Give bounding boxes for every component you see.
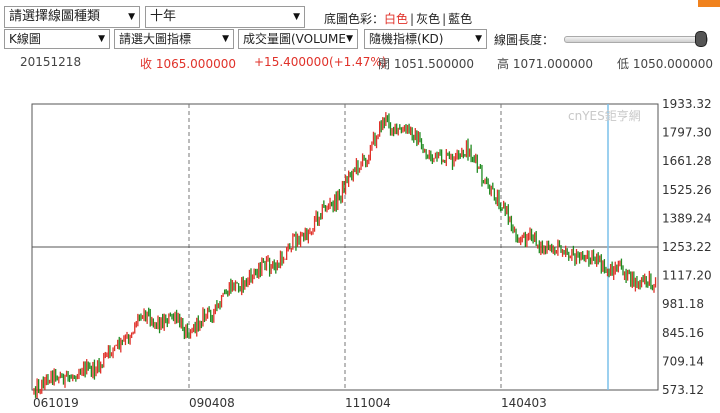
volume-chart-value: 成交量圖(VOLUME	[243, 32, 346, 46]
bg-color-group: 底圖色彩：白色 | 灰色 | 藍色	[324, 10, 472, 27]
x-tick-label: 140403	[501, 396, 547, 410]
x-tick-label: 111004	[345, 396, 391, 410]
chevron-down-icon: ▼	[222, 34, 229, 44]
corner-tab[interactable]	[698, 0, 720, 7]
quote-change: +15.400000(+1.47%)	[254, 55, 387, 69]
quote-low: 低 1050.000000	[617, 57, 713, 71]
separator: |	[410, 12, 415, 26]
bg-color-label: 底圖色彩：	[324, 12, 385, 26]
bg-color-white[interactable]: 白色	[384, 12, 409, 26]
toolbar-row-1: 請選擇線圖種類 ▼ 十年 ▼ 底圖色彩：白色 | 灰色 | 藍色	[0, 6, 720, 28]
y-tick-label: 1117.20	[662, 269, 712, 283]
bg-color-blue[interactable]: 藍色	[448, 12, 473, 26]
chevron-down-icon: ▼	[293, 12, 300, 22]
grid-layer	[32, 104, 658, 390]
random-indicator-value: 隨機指標(KD)	[369, 32, 444, 46]
y-tick-label: 845.16	[662, 326, 704, 340]
random-indicator-select[interactable]: 隨機指標(KD) ▼	[364, 29, 487, 49]
x-tick-label: 090408	[189, 396, 235, 410]
y-tick-label: 981.18	[662, 297, 704, 311]
bg-color-gray[interactable]: 灰色	[416, 12, 441, 26]
y-tick-label: 573.12	[662, 383, 704, 397]
y-axis: 1933.32 1797.30 1661.28 1525.26 1389.24 1253.…	[662, 97, 712, 397]
quote-high: 高 1071.000000	[497, 57, 593, 71]
period-select[interactable]: 十年 ▼	[145, 6, 305, 28]
line-length-slider[interactable]	[564, 36, 708, 43]
x-tick-label: 061019	[33, 396, 79, 410]
x-axis: 061019 090408 111004 140403	[33, 396, 547, 410]
price-chart[interactable]: cnYES鉅亨網 1933.32 1797.30 1661.28 1525.26 138…	[0, 90, 720, 413]
y-tick-label: 709.14	[662, 354, 704, 368]
y-tick-label: 1525.26	[662, 183, 712, 197]
y-tick-label: 1661.28	[662, 154, 712, 168]
chevron-down-icon: ▼	[128, 12, 135, 22]
toolbar-row-2: K線圖 ▼ 請選大圖指標 ▼ 成交量圖(VOLUME ▼ 隨機指標(KD) ▼ …	[0, 29, 720, 49]
main-indicator-value: 請選大圖指標	[119, 32, 192, 46]
main-indicator-select[interactable]: 請選大圖指標 ▼	[114, 29, 234, 49]
chevron-down-icon: ▼	[346, 34, 353, 44]
quote-close: 收 1065.000000	[140, 57, 236, 71]
chart-type-select[interactable]: 請選擇線圖種類 ▼	[4, 6, 140, 28]
chevron-down-icon: ▼	[98, 34, 105, 44]
watermark: cnYES鉅亨網	[568, 108, 641, 123]
line-length-slider-thumb[interactable]	[695, 31, 707, 47]
candle-layer	[33, 112, 657, 399]
chart-type-value: 請選擇線圖種類	[9, 9, 101, 24]
y-tick-label: 1389.24	[662, 211, 712, 225]
volume-chart-select[interactable]: 成交量圖(VOLUME ▼	[238, 29, 358, 49]
y-tick-label: 1253.22	[662, 240, 712, 254]
quote-open: 開 1051.500000	[378, 57, 474, 71]
quote-bar: 20151218 收 1065.000000 +15.400000(+1.47%…	[0, 55, 720, 71]
quote-date: 20151218	[20, 55, 82, 69]
separator: |	[442, 12, 447, 26]
y-tick-label: 1797.30	[662, 126, 712, 140]
period-value: 十年	[150, 9, 177, 24]
chevron-down-icon: ▼	[475, 34, 482, 44]
line-length-label: 線圖長度：	[494, 33, 555, 47]
main-chart-value: K線圖	[9, 32, 41, 46]
y-tick-label: 1933.32	[662, 97, 712, 111]
main-chart-select[interactable]: K線圖 ▼	[4, 29, 110, 49]
